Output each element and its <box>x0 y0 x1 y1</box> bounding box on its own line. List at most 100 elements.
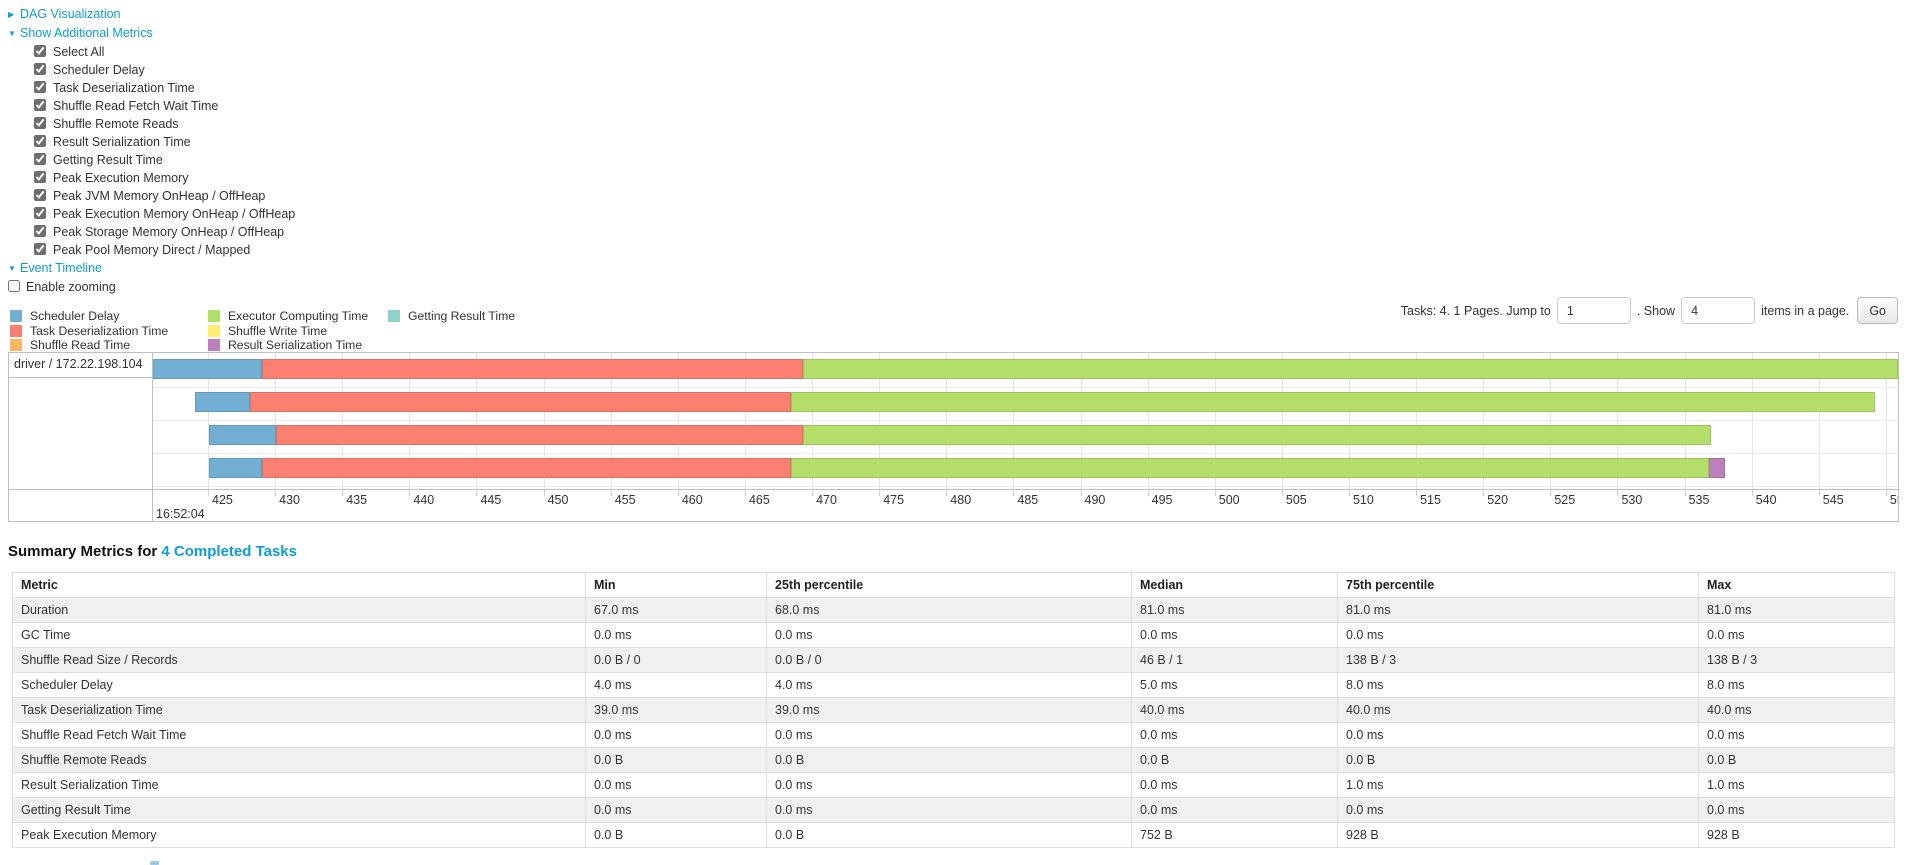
metric-name-cell: Shuffle Read Size / Records <box>12 647 586 673</box>
legend-label: Result Serialization Time <box>228 338 363 353</box>
metric-checkbox[interactable] <box>34 135 46 147</box>
tick-mark <box>1818 490 1820 496</box>
tick-mark <box>409 490 411 496</box>
tick-label: 550 <box>1889 493 1898 507</box>
metric-checkbox-row: Peak JVM Memory OnHeap / OffHeap <box>8 187 295 205</box>
completed-tasks-link[interactable]: 4 Completed Tasks <box>161 543 297 560</box>
tick-label: 515 <box>1420 493 1441 507</box>
metric-checkbox-label: Peak Execution Memory OnHeap / OffHeap <box>53 207 296 221</box>
task-bar-segment-executor-computing[interactable] <box>802 359 1898 379</box>
tick-mark <box>1281 490 1283 496</box>
metric-value-cell: 0.0 B <box>766 822 1132 848</box>
task-bar-segment-task-deserialization[interactable] <box>249 392 791 412</box>
task-bar-segment-task-deserialization[interactable] <box>261 359 803 379</box>
metric-checkbox[interactable] <box>34 171 46 183</box>
column-header: Median <box>1131 572 1338 598</box>
metric-value-cell: 0.0 ms <box>1698 797 1895 823</box>
tick-label: 465 <box>748 493 770 507</box>
event-timeline-link[interactable]: ▼ Event Timeline <box>8 259 295 278</box>
task-bar-segment-scheduler-delay[interactable] <box>153 359 262 379</box>
metric-value-cell: 1.0 ms <box>1698 772 1895 798</box>
table-row: Result Serialization Time 0.0 ms 0.0 ms 0.0… <box>12 772 1895 798</box>
task-bar-segment-result-serialization[interactable] <box>1708 458 1725 478</box>
task-bar-segment-scheduler-delay[interactable] <box>209 425 277 445</box>
task-pagination: Tasks: 4. 1 Pages. Jump to . Show items … <box>1398 297 1898 324</box>
gridline <box>1281 353 1283 489</box>
tick-label: 520 <box>1487 493 1509 507</box>
pagination-prefix: Tasks: 4. 1 Pages. Jump to <box>1400 303 1551 318</box>
pagination-between: . Show <box>1636 303 1676 318</box>
items-per-page-input[interactable] <box>1681 297 1756 324</box>
metric-checkbox[interactable] <box>34 99 46 111</box>
metric-name-cell: Result Serialization Time <box>12 772 586 798</box>
timeline-axis-label-column <box>9 490 153 521</box>
gridline <box>677 353 679 489</box>
table-row: Scheduler Delay 4.0 ms 4.0 ms 5.0 ms 8.0 ms 8… <box>12 672 1895 698</box>
jump-to-page-input[interactable] <box>1556 297 1631 324</box>
metric-checkbox[interactable] <box>34 153 46 165</box>
metric-value-cell: 0.0 ms <box>1698 622 1895 648</box>
task-bar-segment-scheduler-delay[interactable] <box>194 392 250 412</box>
tick-mark <box>208 490 210 496</box>
task-bar-segment-executor-computing[interactable] <box>802 425 1712 445</box>
task-bar-segment-scheduler-delay[interactable] <box>209 458 262 478</box>
metric-value-cell: 0.0 B / 0 <box>766 647 1132 673</box>
metric-name-cell: Getting Result Time <box>12 797 586 823</box>
metric-checkbox[interactable] <box>34 243 46 255</box>
metric-checkbox-row: Peak Pool Memory Direct / Mapped <box>8 241 295 259</box>
metric-checkbox[interactable] <box>34 45 46 57</box>
go-button[interactable]: Go <box>1857 297 1898 324</box>
metric-value-cell: 1.0 ms <box>1337 772 1699 798</box>
gridline <box>1416 353 1418 489</box>
task-bar-segment-task-deserialization[interactable] <box>276 425 803 445</box>
event-timeline-chart: driver / 172.22.198.104 16:52:04 425 430 4… <box>8 352 1899 522</box>
gridline <box>1013 353 1015 489</box>
table-row: Shuffle Read Fetch Wait Time 0.0 ms 0.0 ms… <box>12 722 1895 748</box>
metric-value-cell: 39.0 ms <box>766 697 1132 723</box>
tick-mark <box>812 490 814 496</box>
metric-checkbox[interactable] <box>34 189 46 201</box>
dag-visualization-link[interactable]: ▶ DAG Visualization <box>8 5 295 24</box>
task-bar-segment-executor-computing[interactable] <box>790 458 1709 478</box>
tick-label: 425 <box>212 493 233 507</box>
tick-mark <box>1080 490 1082 496</box>
metric-value-cell: 0.0 ms <box>1131 772 1338 798</box>
table-row: Peak Execution Memory 0.0 B 0.0 B 752 B 928 … <box>12 822 1895 848</box>
metric-value-cell: 67.0 ms <box>585 597 767 623</box>
legend-label: Executor Computing Time <box>228 309 369 324</box>
gridline <box>1684 353 1686 489</box>
show-additional-metrics-link[interactable]: ▼ Show Additional Metrics <box>8 24 295 43</box>
gridline <box>879 353 881 489</box>
metric-checkbox[interactable] <box>34 225 46 237</box>
metric-value-cell: 0.0 ms <box>766 622 1132 648</box>
dag-visualization-label: DAG Visualization <box>20 7 121 21</box>
tick-label: 490 <box>1084 493 1106 507</box>
metric-checkbox-label: Getting Result Time <box>53 153 163 167</box>
row-separator <box>153 420 1898 421</box>
timeline-plot-area[interactable] <box>153 353 1898 489</box>
tick-mark <box>476 490 478 496</box>
metric-value-cell: 0.0 ms <box>585 722 767 748</box>
task-bar-segment-task-deserialization[interactable] <box>261 458 791 478</box>
task-bar-segment-executor-computing[interactable] <box>790 392 1876 412</box>
metric-name-cell: Scheduler Delay <box>12 672 586 698</box>
metric-value-cell: 928 B <box>1337 822 1699 848</box>
metric-checkbox[interactable] <box>34 207 46 219</box>
metric-value-cell: 0.0 B <box>1698 747 1895 773</box>
legend-swatch <box>10 339 22 352</box>
gridline <box>409 353 411 489</box>
metric-checkbox-label: Peak Pool Memory Direct / Mapped <box>53 243 251 257</box>
timeline-legend: Scheduler Delay Task Deserialization Time… <box>10 309 515 353</box>
gridline <box>1080 353 1082 489</box>
metric-checkbox-label: Shuffle Read Fetch Wait Time <box>53 99 219 113</box>
enable-zooming-checkbox[interactable] <box>8 280 20 292</box>
metric-checkbox-row: Select All <box>8 43 295 61</box>
metric-value-cell: 40.0 ms <box>1337 697 1699 723</box>
legend-column: Scheduler Delay Task Deserialization Time… <box>10 309 208 353</box>
stage-controls: ▶ DAG Visualization ▼ Show Additional Metr… <box>8 5 295 296</box>
metric-checkbox[interactable] <box>34 63 46 75</box>
metric-checkbox[interactable] <box>34 117 46 129</box>
metric-checkbox-row: Result Serialization Time <box>8 133 295 151</box>
metric-checkbox[interactable] <box>34 81 46 93</box>
metric-value-cell: 68.0 ms <box>766 597 1132 623</box>
